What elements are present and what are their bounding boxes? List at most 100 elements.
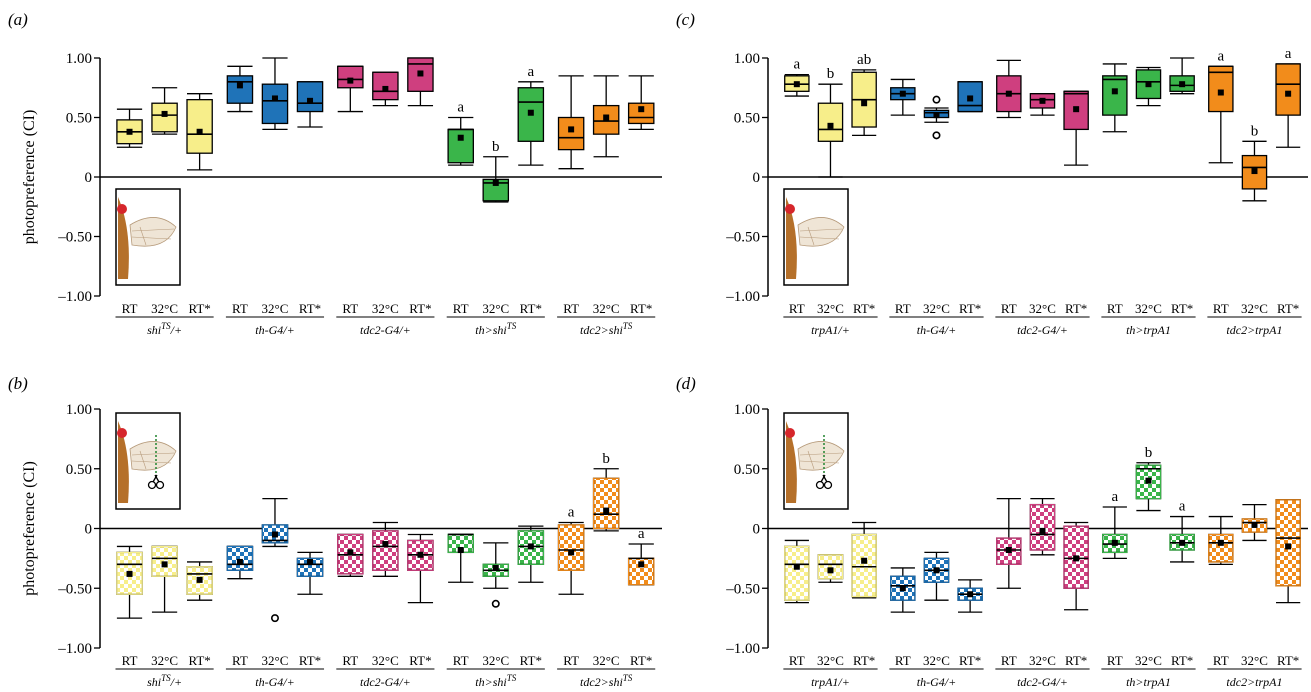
mean-marker (793, 81, 800, 88)
fly-wing (797, 217, 845, 247)
box-32°C: 32°C (151, 545, 178, 668)
box-RT*: RT* (517, 81, 545, 316)
mean-marker (307, 97, 314, 104)
y-tick-label: –1.00 (57, 641, 92, 657)
box-RT: RT (996, 59, 1022, 316)
condition-label: RT* (409, 653, 431, 668)
panel-label: (a) (8, 10, 28, 29)
genotype-superscript: TS (161, 673, 171, 683)
box-32°C: 32°C (482, 156, 509, 316)
condition-label: RT* (1171, 301, 1193, 316)
mean-marker (126, 570, 133, 577)
condition-label: 32°C (482, 653, 509, 668)
box-32°C: 32°C (1241, 503, 1268, 668)
mean-marker (1111, 539, 1118, 546)
fly-body (786, 197, 797, 279)
mean-marker (1179, 81, 1186, 88)
condition-label: RT* (1065, 301, 1087, 316)
genotype-label: tdc2>shiTS (580, 321, 633, 337)
genotype-group: RT 32°C RT* th-G4/+ (225, 497, 325, 689)
wing-veins (131, 450, 175, 470)
genotype-group: RT 32°C RT* tdc2-G4/+ (995, 59, 1090, 337)
y-tick-label: –0.50 (57, 230, 92, 246)
mean-marker (1285, 90, 1292, 97)
mean-marker (492, 564, 499, 571)
condition-label: 32°C (262, 301, 289, 316)
condition-label: RT* (299, 653, 321, 668)
genotype-label: th>trpA1 (1126, 675, 1171, 689)
box-RT: RT (890, 78, 916, 316)
genotype-label: trpA1/+ (811, 323, 850, 337)
mean-marker (638, 106, 645, 113)
y-tick-label: 0.50 (66, 462, 92, 478)
genotype-part: th>shi (475, 675, 506, 689)
genotype-label: tdc2-G4/+ (1017, 323, 1068, 337)
genotype-group: RT 32°C RT*th>trpA1 (1101, 57, 1196, 337)
box-RT*: RT* (1275, 499, 1301, 668)
box-32°C: 32°C (923, 551, 950, 668)
box-RT: RT (1102, 506, 1128, 668)
genotype-group: RT 32°C RT* tdc2>shiTS (557, 75, 656, 337)
mean-marker (347, 549, 354, 556)
condition-label: RT* (299, 301, 321, 316)
box-RT*: RT* (851, 521, 877, 668)
condition-label: RT* (409, 301, 431, 316)
condition-label: RT (1001, 301, 1017, 316)
fly-body (118, 197, 129, 279)
box-RT: RT (996, 497, 1022, 668)
genotype-label: shiTS/+ (147, 673, 182, 689)
mean-marker (1005, 90, 1012, 97)
mean-marker (161, 110, 168, 117)
mean-marker (827, 567, 834, 574)
box-border (261, 524, 289, 544)
fly-wing-cut-inset (115, 412, 181, 510)
genotype-superscript: TS (623, 673, 633, 683)
significance-letter: a (1217, 48, 1224, 64)
panel-label: (d) (676, 374, 696, 393)
condition-label: RT (453, 301, 469, 316)
box-32°C: 32°C (1029, 93, 1056, 316)
genotype-label: shiTS/+ (147, 321, 182, 337)
condition-label: RT (895, 653, 911, 668)
y-tick-label: 0 (85, 522, 93, 538)
genotype-group: RT 32°C RT*trpA1/+ (783, 69, 878, 337)
fly-eye (785, 204, 795, 214)
mean-marker (271, 531, 278, 538)
box-body (447, 128, 474, 164)
mean-marker (1005, 547, 1012, 554)
mean-marker (861, 100, 868, 107)
significance-letter: a (793, 57, 800, 73)
mean-marker (236, 558, 243, 565)
condition-label: 32°C (593, 653, 620, 668)
genotype-label: th>shiTS (475, 321, 516, 337)
y-tick-label: –0.50 (725, 581, 760, 597)
condition-label: 32°C (1241, 301, 1268, 316)
box-body (1208, 533, 1234, 563)
box-32°C: 32°C (372, 521, 399, 668)
condition-label: 32°C (482, 301, 509, 316)
condition-label: 32°C (372, 653, 399, 668)
condition-label: 32°C (151, 653, 178, 668)
box-body (226, 75, 254, 104)
box-border (1063, 525, 1089, 589)
genotype-group: RT 32°C RT* th>shiTS (446, 525, 545, 689)
box-body (186, 99, 213, 154)
mean-marker (236, 82, 243, 89)
mean-marker (161, 561, 168, 568)
mean-marker (967, 95, 974, 102)
box-border (226, 545, 254, 571)
scissors-ring (147, 480, 157, 490)
scissors-ring (823, 480, 833, 490)
genotype-group: RT 32°C RT* th>shiTS (446, 81, 545, 337)
condition-label: RT* (853, 653, 875, 668)
panel-label: (b) (8, 374, 28, 393)
mean-marker (827, 122, 834, 129)
genotype-label: trpA1/+ (811, 675, 850, 689)
significance-letter: b (827, 66, 835, 82)
mean-marker (1039, 527, 1046, 534)
condition-label: 32°C (923, 301, 950, 316)
y-tick-label: 0 (753, 522, 761, 538)
box-RT*: RT* (1063, 521, 1089, 668)
box-border (186, 566, 213, 595)
